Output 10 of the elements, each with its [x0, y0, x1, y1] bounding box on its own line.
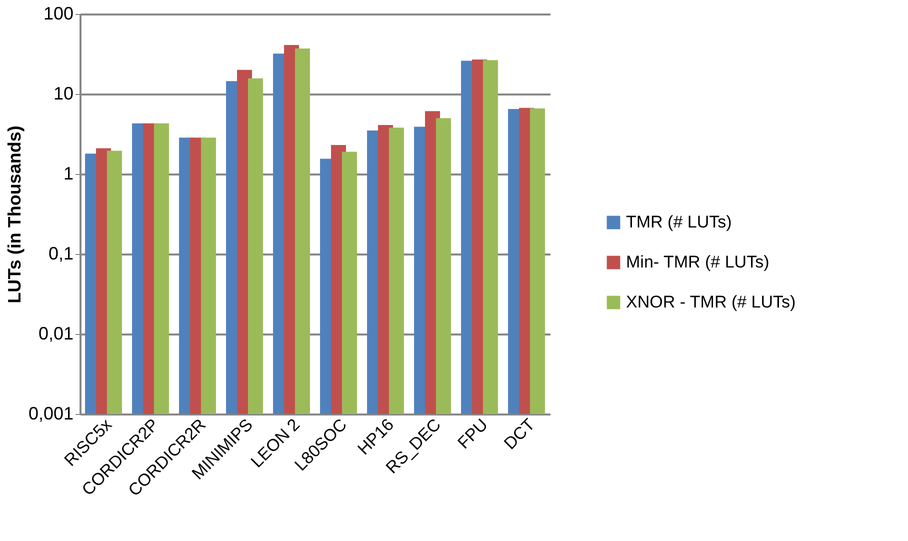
y-tick-label: 100 — [43, 4, 74, 24]
legend-label: TMR (# LUTs) — [626, 212, 732, 232]
legend-label: Min- TMR (# LUTs) — [626, 252, 770, 272]
y-tick-label: 1 — [63, 164, 74, 184]
legend-label: XNOR - TMR (# LUTs) — [626, 292, 796, 312]
y-tick-label: 0,1 — [48, 244, 74, 264]
y-axis-title: LUTs (in Thousands) — [4, 126, 24, 304]
y-tick-label: 0,001 — [28, 404, 74, 424]
y-tick-label: 0,01 — [38, 324, 74, 344]
y-tick-label: 10 — [53, 84, 74, 104]
